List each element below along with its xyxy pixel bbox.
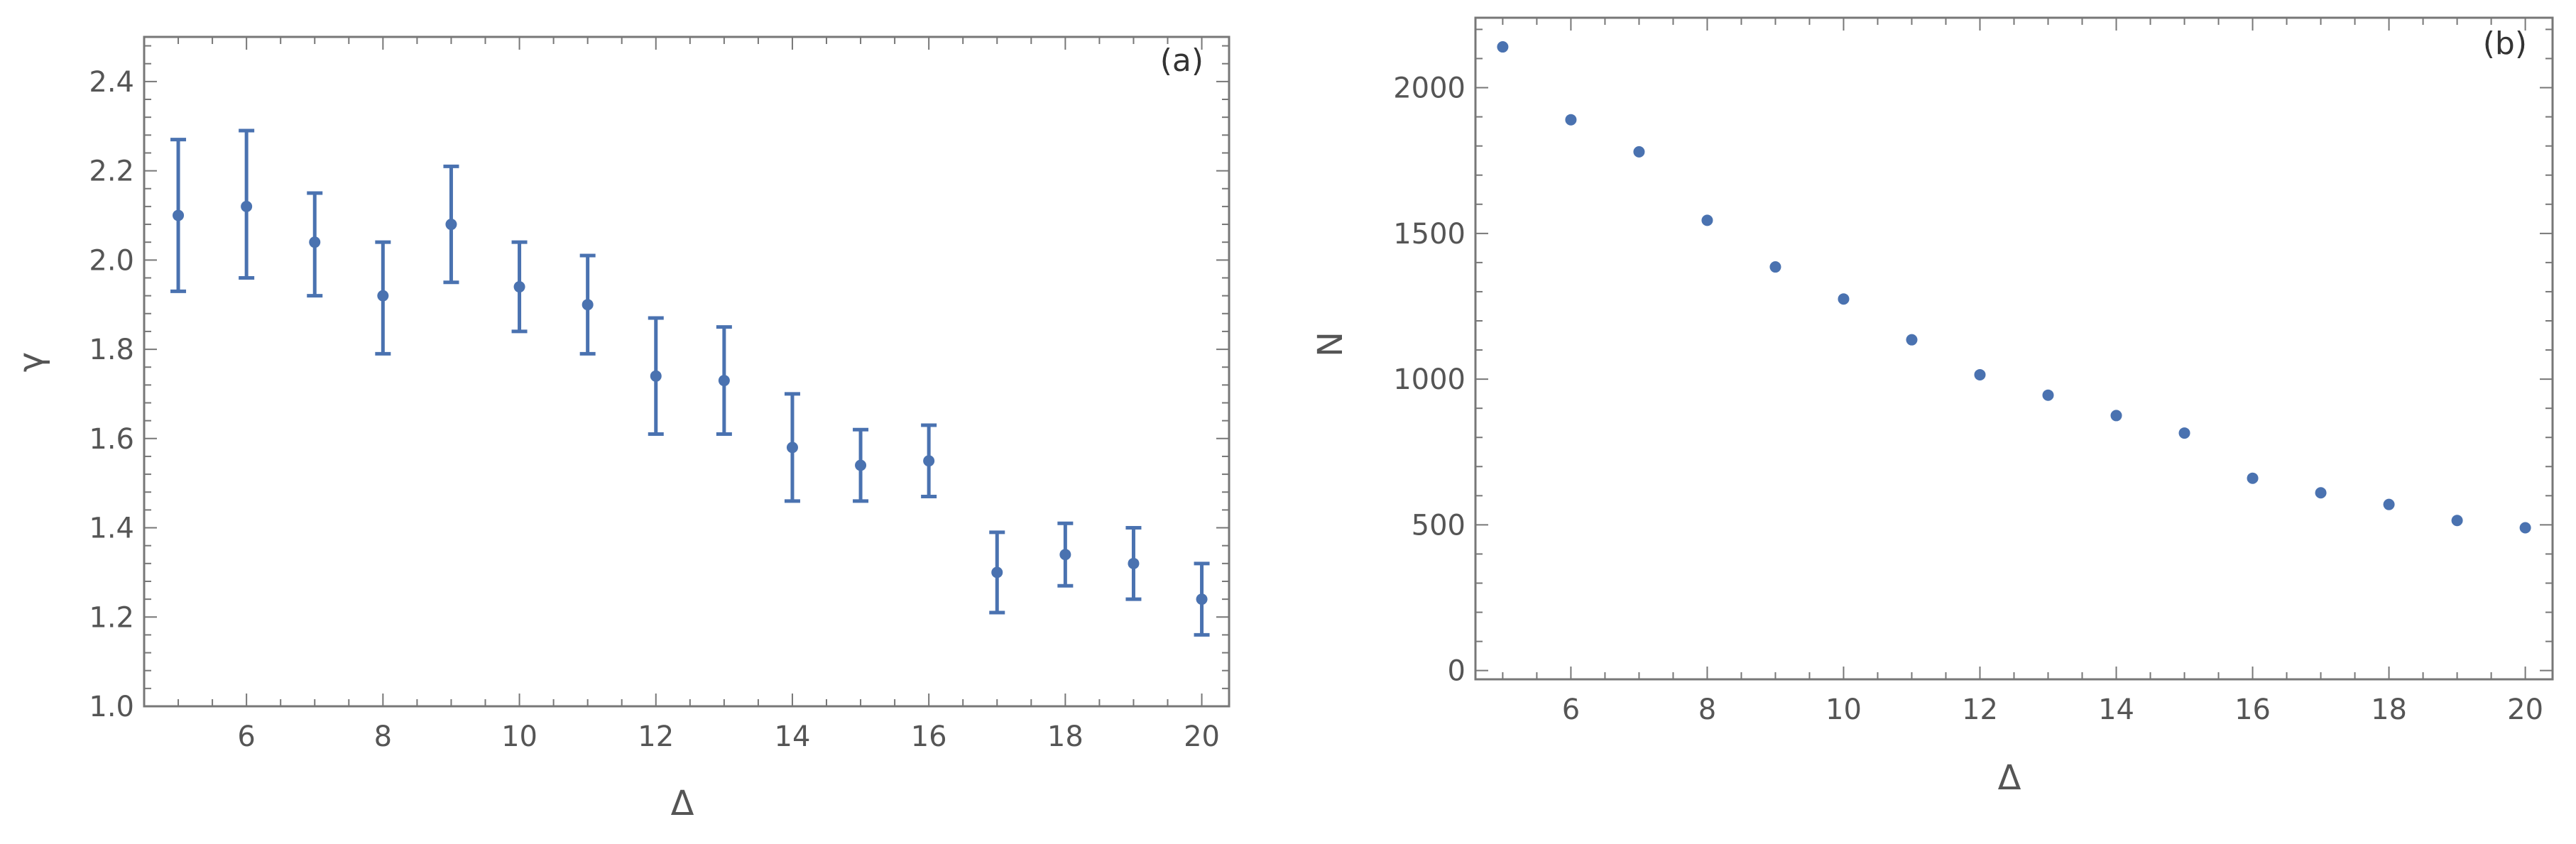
y-tick-label: 2.4 <box>89 66 134 99</box>
x-tick-label: 8 <box>1698 694 1716 726</box>
panel-a: 6 8 10 12 14 16 18 20 1.0 1.2 1.4 1.6 1.8 2.0 2.2 2.4 (… <box>11 35 1230 823</box>
y-tick-label: 500 <box>1412 509 1466 542</box>
panel-a-ticks: 6 8 10 12 14 16 18 20 1.0 1.2 1.4 1.6 1.8 2.0 2.2 2.4 <box>89 37 1229 753</box>
x-tick-label: 12 <box>638 720 674 753</box>
data-point <box>2315 487 2327 499</box>
data-point <box>1906 334 1918 346</box>
data-point <box>991 566 1003 579</box>
y-tick-label: 2.0 <box>89 244 134 277</box>
data-point <box>1059 549 1071 561</box>
y-tick-label: 1.6 <box>89 423 134 456</box>
data-point <box>2383 498 2395 510</box>
data-point <box>2519 522 2531 534</box>
y-tick-label: 1.2 <box>89 601 134 634</box>
panel-a-frame <box>143 35 1230 708</box>
data-point <box>855 459 867 471</box>
data-point <box>2042 389 2054 401</box>
data-point <box>377 290 389 302</box>
x-tick-label: 8 <box>374 720 392 753</box>
panel-a-y-axis-label: γ <box>11 352 51 372</box>
y-tick-label: 2.2 <box>89 155 134 188</box>
x-tick-label: 16 <box>2234 694 2271 726</box>
panel-a-tag: (a) <box>1160 43 1204 79</box>
panel-b-tag: (b) <box>2483 26 2527 62</box>
x-tick-label: 10 <box>1825 694 1862 726</box>
panel-a-x-axis-label: Δ <box>671 784 694 823</box>
data-point <box>2178 427 2190 439</box>
x-tick-label: 20 <box>1184 720 1220 753</box>
x-tick-label: 14 <box>775 720 811 753</box>
x-tick-label: 18 <box>2371 694 2407 726</box>
x-tick-label: 10 <box>501 720 537 753</box>
data-point <box>718 375 730 387</box>
data-point <box>582 299 594 311</box>
data-point <box>1128 557 1140 569</box>
data-point <box>2247 472 2259 484</box>
data-point <box>2451 515 2463 527</box>
y-tick-label: 1.0 <box>89 691 134 723</box>
data-point <box>173 209 185 221</box>
y-tick-label: 1500 <box>1393 218 1466 251</box>
data-point <box>2110 410 2122 422</box>
x-tick-label: 12 <box>1962 694 1998 726</box>
data-point <box>1565 114 1577 126</box>
data-point <box>1974 368 1986 380</box>
x-tick-label: 20 <box>2507 694 2543 726</box>
data-point <box>1633 146 1645 158</box>
data-point <box>786 442 798 454</box>
data-point <box>309 236 321 248</box>
x-tick-label: 6 <box>237 720 255 753</box>
data-point <box>1769 261 1781 273</box>
x-tick-label: 18 <box>1047 720 1084 753</box>
panel-b-marks <box>1497 41 2531 534</box>
data-point <box>1497 41 1509 53</box>
data-point <box>650 370 662 382</box>
panel-b: 6 8 10 12 14 16 18 20 0 500 1000 1500 2000 (b) Δ N <box>1311 16 2554 798</box>
data-point <box>445 219 457 231</box>
x-tick-label: 6 <box>1562 694 1580 726</box>
y-tick-label: 0 <box>1448 655 1466 688</box>
data-point <box>1701 214 1713 226</box>
data-point <box>1838 293 1850 305</box>
y-tick-label: 1.8 <box>89 334 134 366</box>
panel-a-marks <box>170 128 1210 637</box>
data-point <box>1196 593 1208 605</box>
panel-b-frame <box>1474 16 2554 681</box>
panel-b-ticks: 6 8 10 12 14 16 18 20 0 500 1000 1500 2000 <box>1393 18 2553 726</box>
panel-b-y-axis-label: N <box>1311 331 1350 357</box>
y-tick-label: 1.4 <box>89 513 134 545</box>
y-tick-label: 2000 <box>1393 72 1466 105</box>
panel-b-x-axis-label: Δ <box>1998 758 2021 798</box>
data-point <box>513 281 525 293</box>
data-point <box>241 200 253 212</box>
x-tick-label: 16 <box>911 720 947 753</box>
data-point <box>923 455 935 467</box>
y-tick-label: 1000 <box>1393 363 1466 396</box>
x-tick-label: 14 <box>2098 694 2134 726</box>
